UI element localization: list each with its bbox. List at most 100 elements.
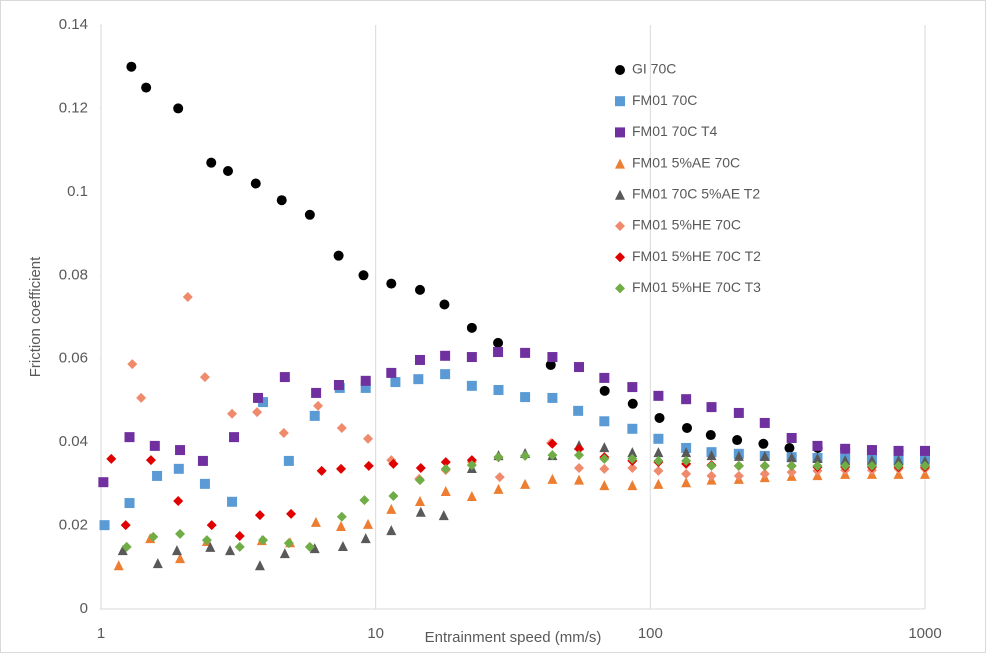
data-point: [206, 520, 217, 531]
data-point: [283, 455, 294, 466]
data-point: [705, 430, 716, 441]
y-tick-label: 0.1: [67, 183, 88, 200]
data-point: [145, 455, 156, 466]
data-point: [386, 278, 397, 289]
data-point: [893, 445, 904, 456]
data-point: [654, 412, 665, 423]
data-point: [316, 465, 327, 476]
data-point: [627, 398, 638, 409]
data-point: [98, 477, 109, 488]
data-point: [205, 541, 216, 552]
data-point: [141, 82, 152, 93]
data-point: [520, 347, 531, 358]
data-point: [653, 465, 664, 476]
data-point: [440, 457, 451, 468]
data-point: [759, 450, 770, 461]
data-point: [812, 440, 823, 451]
data-point: [493, 483, 504, 494]
data-point: [386, 503, 397, 514]
data-point: [358, 270, 369, 281]
data-point: [653, 390, 664, 401]
data-point: [706, 402, 717, 413]
data-point: [547, 438, 558, 449]
data-point: [732, 435, 743, 446]
data-point: [336, 422, 347, 433]
data-point: [627, 480, 638, 491]
data-point: [759, 417, 770, 428]
data-point: [574, 450, 585, 461]
legend-text: FM01 70C 5%AE T2: [632, 186, 760, 202]
data-point: [681, 447, 692, 458]
y-tick-label: 0: [80, 600, 88, 617]
data-point: [574, 362, 585, 373]
data-point: [574, 463, 585, 474]
legend-marker: [615, 283, 625, 294]
data-point: [173, 495, 184, 506]
data-point: [682, 422, 693, 433]
data-point: [279, 372, 290, 383]
data-point: [493, 347, 504, 358]
data-point: [653, 455, 664, 466]
data-point: [653, 447, 664, 458]
x-tick-label: 10: [367, 625, 384, 642]
data-point: [304, 209, 315, 220]
data-point: [466, 352, 477, 363]
legend-text: GI 70C: [632, 61, 676, 77]
data-point: [893, 468, 904, 479]
legend-marker: [615, 158, 625, 169]
data-point: [440, 350, 451, 361]
data-point: [229, 432, 240, 443]
legend-text: FM01 70C: [632, 92, 697, 108]
data-point: [199, 372, 210, 383]
data-point: [336, 520, 347, 531]
data-point: [520, 478, 531, 489]
data-point: [173, 103, 184, 114]
data-point: [599, 372, 610, 383]
data-point: [759, 460, 770, 471]
data-point: [681, 394, 692, 405]
data-point: [627, 382, 638, 393]
data-point: [360, 375, 371, 386]
data-point: [363, 433, 374, 444]
data-point: [733, 470, 744, 481]
data-point: [413, 374, 424, 385]
data-point: [414, 495, 425, 506]
data-point: [706, 470, 717, 481]
data-point: [309, 410, 320, 421]
data-point: [113, 560, 124, 571]
data-point: [414, 354, 425, 365]
data-point: [733, 460, 744, 471]
data-point: [254, 560, 265, 571]
data-point: [547, 392, 558, 403]
data-point: [234, 541, 245, 552]
data-point: [152, 470, 163, 481]
data-point: [258, 397, 269, 408]
data-point: [466, 490, 477, 501]
data-point: [786, 432, 797, 443]
data-point: [466, 380, 477, 391]
data-point: [124, 432, 135, 443]
data-point: [333, 379, 344, 390]
data-point: [386, 367, 397, 378]
data-point: [309, 543, 320, 554]
data-point: [786, 460, 797, 471]
data-point: [574, 443, 585, 454]
data-point: [414, 475, 425, 486]
data-point: [136, 392, 147, 403]
data-point: [254, 510, 265, 521]
legend-text: FM01 5%HE 70C T2: [632, 248, 761, 264]
data-point: [227, 496, 238, 507]
data-point: [840, 460, 851, 471]
data-point: [440, 463, 451, 474]
data-point: [126, 61, 137, 72]
data-point: [493, 385, 504, 395]
data-point: [812, 460, 823, 471]
data-point: [439, 299, 450, 310]
data-point: [440, 485, 451, 496]
data-point: [733, 407, 744, 418]
data-point: [920, 460, 930, 471]
data-point: [173, 463, 184, 474]
data-point: [336, 511, 347, 522]
data-point: [893, 455, 904, 466]
